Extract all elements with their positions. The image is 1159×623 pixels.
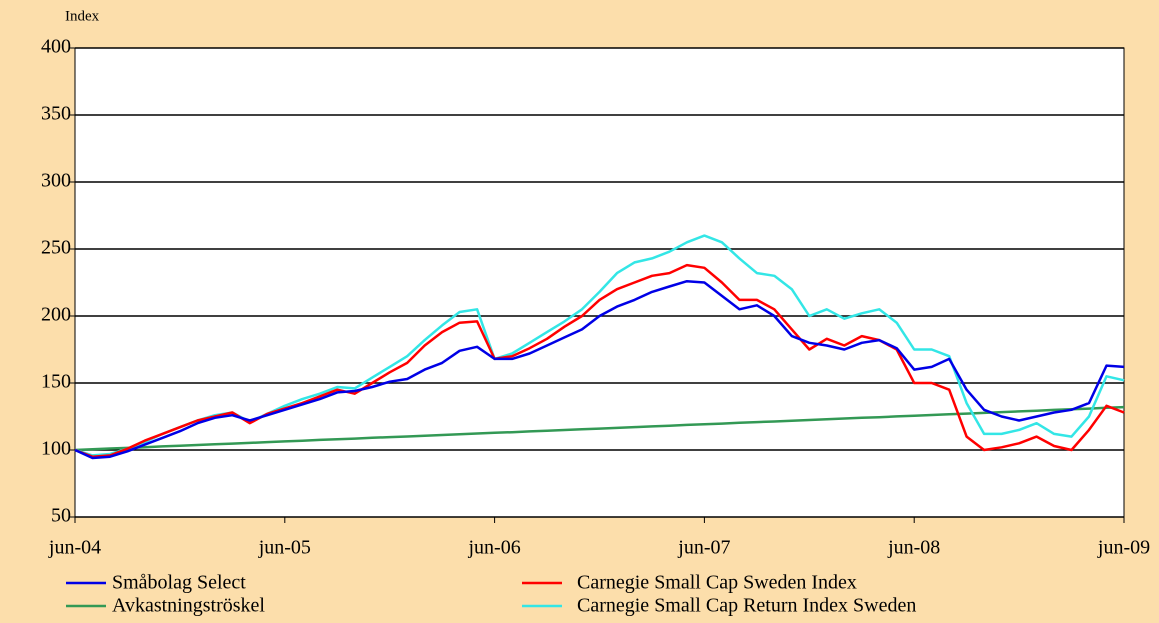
legend-label: Carnegie Small Cap Sweden Index [577,572,857,594]
y-tick-label: 50 [51,505,71,527]
y-tick-label: 200 [41,304,71,326]
y-tick-label: 100 [41,438,71,460]
y-tick-label: 350 [41,103,71,125]
x-tick-label: jun-04 [48,537,101,559]
y-axis-label: Index [65,8,100,24]
x-tick-label: jun-06 [467,537,520,559]
y-tick-label: 400 [41,36,71,58]
series-line [74,279,1125,460]
x-tick-label: jun-08 [887,537,940,559]
legend-label: Avkastningströskel [112,595,265,617]
plot-area [74,47,1125,518]
x-tick-label: jun-09 [1097,537,1150,559]
y-tick-label: 150 [41,371,71,393]
legend-label: Carnegie Small Cap Return Index Sweden [577,595,916,617]
x-tick-label: jun-07 [677,537,730,559]
y-tick-label: 250 [41,237,71,259]
legend-label: Småbolag Select [112,572,246,594]
series-line [74,405,1125,452]
y-tick-label: 300 [41,170,71,192]
series-line [74,263,1125,458]
x-tick-label: jun-05 [258,537,311,559]
